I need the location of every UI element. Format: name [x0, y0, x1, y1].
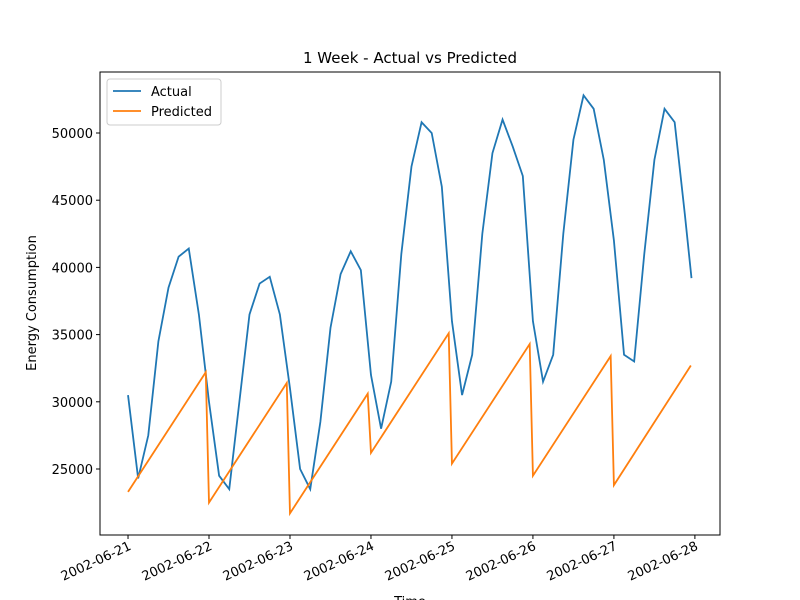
- chart-title: 1 Week - Actual vs Predicted: [303, 49, 517, 67]
- series-line: [127, 93, 693, 493]
- y-axis-label: Energy Consumption: [25, 235, 40, 371]
- y-tick-label: 25000: [52, 463, 93, 478]
- x-tick-label: 2002-06-22: [140, 539, 215, 585]
- x-tick-label: 2002-06-27: [545, 539, 620, 585]
- x-tick-label: 2002-06-21: [59, 539, 134, 585]
- x-axis-label: Time: [393, 595, 426, 600]
- y-tick-label: 50000: [52, 127, 93, 142]
- y-tick-label: 40000: [52, 261, 93, 276]
- x-tick-label: 2002-06-23: [221, 539, 296, 585]
- series-line: [127, 330, 692, 517]
- y-tick-label: 45000: [52, 194, 93, 209]
- y-tick-label: 35000: [52, 329, 93, 344]
- legend-label: Actual: [151, 85, 192, 100]
- y-tick-label: 30000: [52, 396, 93, 411]
- x-tick-label: 2002-06-25: [383, 539, 458, 585]
- x-tick-label: 2002-06-28: [626, 539, 701, 585]
- x-tick-label: 2002-06-26: [464, 539, 539, 585]
- legend-label: Predicted: [151, 105, 212, 120]
- axes-frame: [99, 71, 721, 536]
- x-tick-label: 2002-06-24: [302, 539, 377, 585]
